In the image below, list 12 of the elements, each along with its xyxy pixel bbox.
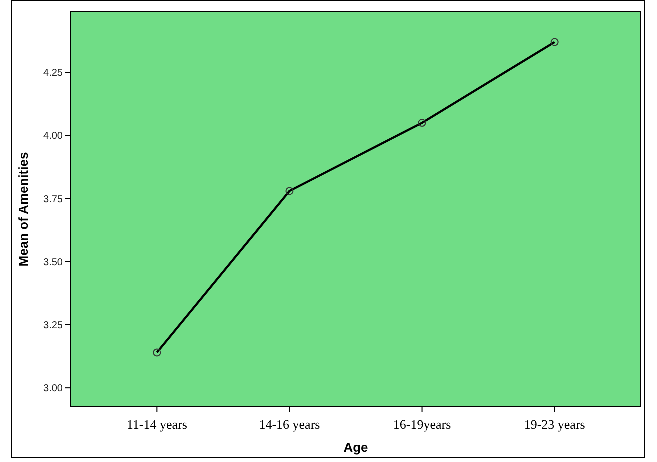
- y-tick-label: 4.25: [44, 68, 64, 80]
- y-tick-label: 3.00: [44, 384, 64, 395]
- y-tick-label: 4.00: [44, 131, 64, 142]
- x-tick-label: 19-23 years: [524, 417, 586, 432]
- y-tick-label: 3.25: [44, 320, 64, 332]
- y-tick-label: 3.75: [44, 194, 64, 206]
- x-tick-label: 16-19years: [393, 417, 452, 432]
- x-tick-label: 11-14 years: [126, 417, 188, 432]
- y-axis-title: Mean of Amenities: [16, 152, 31, 267]
- x-tick-label: 14-16 years: [259, 417, 320, 432]
- x-axis-title: Age: [344, 440, 368, 455]
- y-tick-label: 3.50: [44, 257, 64, 268]
